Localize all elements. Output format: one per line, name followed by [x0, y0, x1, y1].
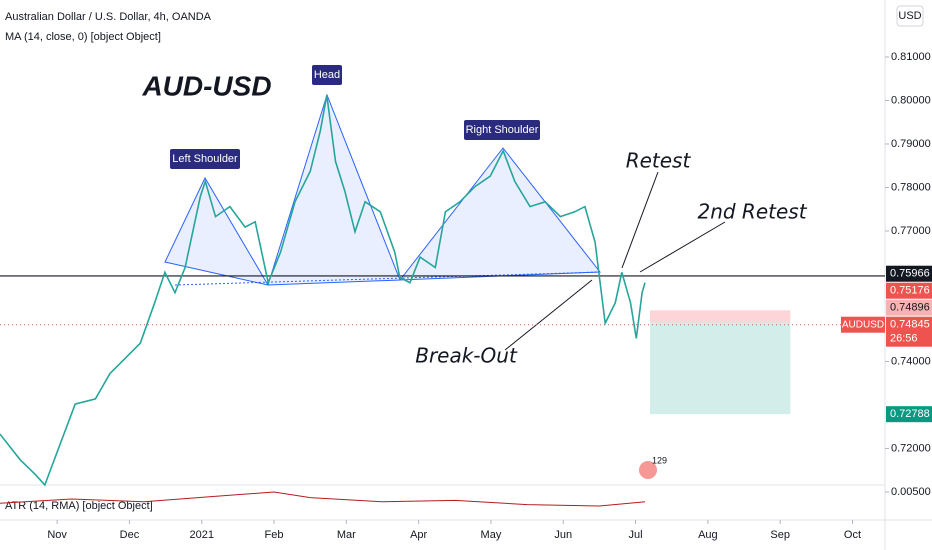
right-shoulder-label: Right Shoulder: [466, 124, 539, 136]
indicator-label: MA (14, close, 0) [object Object]: [5, 31, 161, 43]
x-tick-label: Aug: [698, 529, 718, 541]
breakout-note: Break-Out: [415, 344, 518, 368]
currency[interactable]: USD: [898, 10, 921, 22]
pattern: [164, 93, 726, 351]
x-tick-label: Dec: [120, 529, 140, 541]
countdown: 26:56: [890, 333, 918, 345]
currency-box[interactable]: [896, 5, 924, 27]
y-tick-label: 0.00500: [891, 486, 931, 498]
retest2-note: 2nd Retest: [697, 200, 807, 224]
retest-note: Retest: [626, 149, 692, 173]
label-box: [170, 149, 240, 169]
y-tick-label: 0.81000: [891, 51, 931, 63]
symbol-box: [841, 316, 885, 333]
y-tick-label: 0.79000: [891, 138, 931, 150]
left-shoulder-shape: [164, 176, 270, 286]
base-line: [174, 271, 601, 286]
head-shape: [267, 93, 401, 286]
x-tick-label: Apr: [410, 529, 427, 541]
heading: AUD-USD: [141, 70, 271, 101]
x-tick-label: May: [481, 529, 502, 541]
x-tick-label: Mar: [337, 529, 356, 541]
stop-zone: [650, 310, 791, 323]
atr-line: [0, 491, 646, 507]
x-tick-label: Feb: [265, 529, 284, 541]
label-box: [312, 65, 342, 85]
atr-label: ATR (14, RMA) [object Object]: [5, 500, 153, 512]
retest-pointer: [621, 171, 659, 269]
x-tick-label: Jun: [554, 529, 572, 541]
price-label-box: [886, 265, 932, 282]
price-label: 0.72788: [890, 408, 930, 420]
price-label: 0.74845: [890, 319, 930, 331]
target-zone: [650, 322, 791, 415]
label-box: [464, 120, 540, 140]
y-tick-label: 0.74000: [891, 355, 931, 367]
breakout-pointer: [504, 279, 593, 351]
symbol-title: Australian Dollar / U.S. Dollar, 4h, OAN…: [5, 11, 212, 23]
x-tick-label: Jul: [629, 529, 643, 541]
price-label-box: [886, 282, 932, 299]
price-label-box: [886, 406, 932, 423]
retest-pointer: [639, 221, 726, 273]
y-tick-label: 0.78000: [891, 181, 931, 193]
price-label-box: [886, 299, 932, 316]
y-tick-label: 0.77000: [891, 225, 931, 237]
x-tick-label: 2021: [189, 529, 213, 541]
symbol-label: AUDUSD: [842, 319, 884, 330]
y-tick-label: 0.80000: [891, 94, 931, 106]
price-label: 0.75966: [890, 268, 930, 280]
event-count[interactable]: 129: [652, 455, 667, 465]
x-tick-label: Oct: [844, 529, 861, 541]
left-shoulder-label: Left Shoulder: [172, 153, 238, 165]
price-line: [0, 95, 646, 487]
price-label: 0.74896: [890, 302, 930, 314]
y-tick-label: 0.72000: [891, 442, 931, 454]
x-tick-label: Sep: [770, 529, 790, 541]
event-icon[interactable]: [639, 461, 657, 479]
head-label: Head: [314, 69, 340, 81]
x-tick-label: Nov: [47, 529, 67, 541]
price-label-box: [886, 316, 932, 347]
price-label: 0.75176: [890, 285, 930, 297]
